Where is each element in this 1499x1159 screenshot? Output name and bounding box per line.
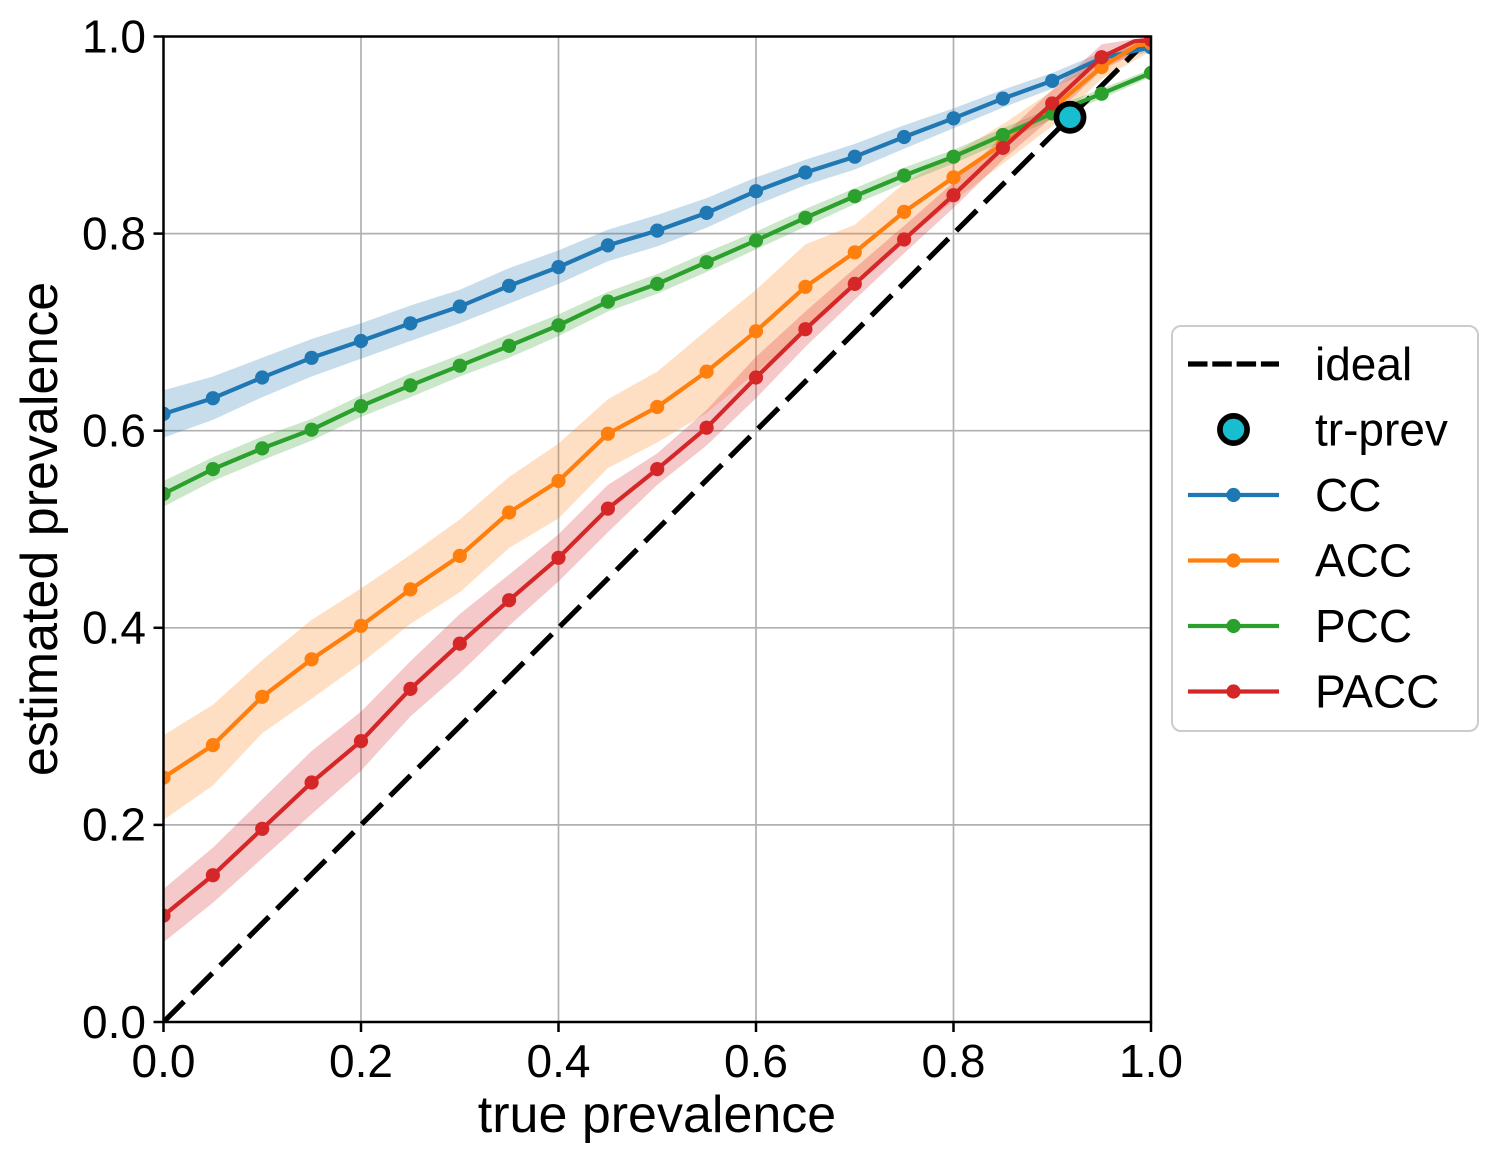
svg-text:0.6: 0.6 [82,405,146,457]
svg-text:PACC: PACC [1315,665,1439,717]
svg-text:0.2: 0.2 [329,1035,393,1087]
svg-text:ACC: ACC [1315,534,1412,586]
svg-text:true prevalence: true prevalence [478,1086,836,1144]
svg-text:0.6: 0.6 [724,1035,788,1087]
svg-text:0.0: 0.0 [82,996,146,1048]
svg-text:tr-prev: tr-prev [1315,403,1448,455]
svg-text:0.2: 0.2 [82,799,146,851]
svg-text:0.8: 0.8 [82,207,146,259]
svg-text:0.4: 0.4 [82,602,146,654]
svg-text:0.4: 0.4 [527,1035,591,1087]
svg-text:1.0: 1.0 [1119,1035,1183,1087]
svg-text:0.0: 0.0 [132,1035,196,1087]
svg-text:PCC: PCC [1315,600,1412,652]
svg-text:CC: CC [1315,469,1381,521]
svg-text:estimated prevalence: estimated prevalence [11,282,69,776]
svg-text:0.8: 0.8 [922,1035,986,1087]
svg-text:ideal: ideal [1315,338,1412,390]
svg-text:1.0: 1.0 [82,10,146,62]
